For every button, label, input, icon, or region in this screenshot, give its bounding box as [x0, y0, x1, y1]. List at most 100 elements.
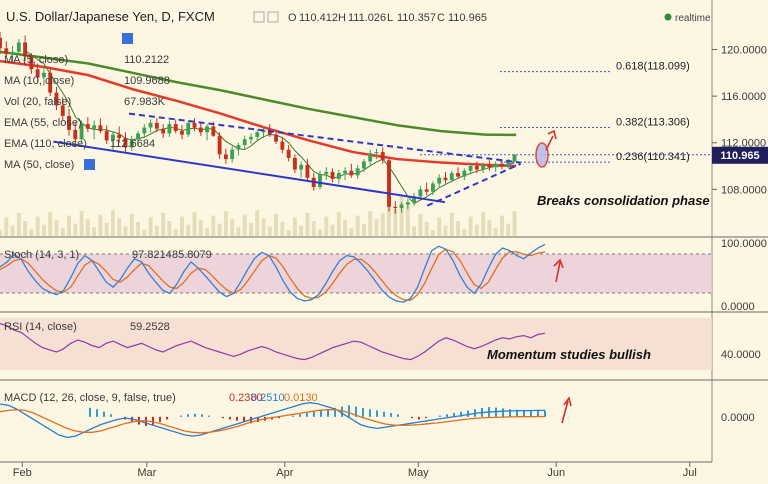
rsi-band — [0, 318, 712, 370]
volume-bar — [29, 229, 34, 236]
volume-bar — [387, 200, 391, 236]
volume-bar — [198, 220, 203, 236]
volume-bar — [274, 213, 279, 236]
candle-body — [387, 160, 391, 207]
candle-body — [35, 69, 40, 78]
candle-body — [474, 166, 479, 170]
volume-bar — [267, 226, 272, 236]
legend-ema110-value: 112.6684 — [110, 138, 155, 150]
volume-bar — [123, 226, 128, 236]
candle-body — [443, 177, 448, 181]
macd-signal-value: 0.0130 — [284, 392, 318, 404]
realtime-status-icon — [664, 13, 672, 21]
volume-bar — [330, 224, 335, 236]
rsi-line-path — [0, 323, 546, 361]
candle-body — [217, 135, 222, 155]
volume-bar — [374, 219, 379, 236]
volume-bar — [506, 223, 511, 236]
candle-body — [110, 134, 115, 141]
stoch-lines: 100.0000 0.0000 — [0, 238, 767, 313]
candle-body — [255, 132, 260, 137]
stoch-tick-label: 0.0000 — [721, 301, 755, 313]
candle-body — [142, 127, 147, 134]
legend-ma5-label: MA (5, close) — [4, 54, 68, 66]
candle-body — [104, 131, 109, 141]
current-price-label: 110.965 — [720, 150, 759, 162]
volume-bar — [117, 218, 122, 236]
macd-line-path — [0, 402, 545, 439]
stoch-legend: Stoch (14, 3, 1) 97.8214 85.8079 — [4, 249, 212, 261]
candle-body — [418, 189, 423, 197]
volume-bar — [468, 216, 473, 236]
candle-body — [361, 161, 366, 169]
breakout-arrow-icon — [545, 129, 557, 151]
macd-line-value: 0.2510 — [251, 392, 285, 404]
volume-bar — [167, 221, 172, 236]
rsi-legend: RSI (14, close) 59.2528 — [4, 321, 170, 333]
candle-body — [393, 206, 398, 209]
volume-bar — [493, 228, 498, 236]
volume-bar — [361, 223, 366, 236]
fib-label-0382: 0.382(113.306) — [616, 117, 690, 129]
candle-body — [10, 51, 15, 55]
stoch-d-line — [0, 248, 546, 301]
settings-toggle-icon[interactable] — [267, 11, 279, 23]
candle-body — [85, 124, 90, 129]
candle-body — [0, 37, 2, 49]
plot-background — [0, 0, 712, 484]
volume-bar — [173, 229, 178, 236]
macd-legend: MACD (12, 26, close, 9, false, true) 0.2… — [4, 392, 318, 404]
volume-bar — [261, 218, 266, 236]
volume-bar — [430, 230, 435, 236]
volume-bar — [399, 196, 404, 236]
candle-body — [92, 125, 97, 129]
time-tick-label: Jul — [683, 467, 697, 479]
volume-bar — [456, 221, 460, 236]
candlesticks — [0, 32, 517, 214]
candle-body — [67, 115, 71, 130]
volume-bar — [418, 213, 423, 236]
candle-body — [512, 154, 517, 162]
volume-bar — [474, 224, 479, 236]
time-tick-label: Mar — [137, 467, 156, 479]
volume-bar — [85, 219, 90, 236]
visibility-toggle-icon[interactable] — [253, 11, 265, 23]
legend-ma10-value: 109.9688 — [124, 75, 170, 87]
current-price-tag: 110.965 — [712, 146, 768, 164]
breakout-highlight — [535, 142, 549, 168]
candle-body — [368, 153, 373, 162]
volume-bar — [242, 214, 247, 236]
candle-body — [223, 154, 228, 160]
candle-body — [230, 149, 235, 160]
candle-body — [192, 122, 197, 128]
header-ohlc: O 110.412 H 111.026 L 110.357 C 110.965 — [288, 12, 487, 24]
volume-bar — [311, 221, 316, 236]
candle-body — [79, 124, 84, 140]
stoch-label: Stoch (14, 3, 1) — [4, 249, 79, 261]
time-tick-label: Jun — [547, 467, 565, 479]
candle-body — [154, 122, 159, 129]
volume-bar — [280, 221, 285, 236]
candle-body — [249, 136, 253, 140]
candle-body — [487, 164, 492, 168]
volume-bar — [512, 211, 517, 236]
candle-body — [349, 170, 354, 176]
low-label: L — [387, 12, 393, 24]
volume-bar — [380, 213, 385, 236]
volume-bar — [286, 230, 291, 236]
legend-ma5-value: 110.2122 — [124, 54, 169, 66]
candle-body — [267, 129, 272, 135]
candle-body — [123, 138, 128, 148]
candle-body — [481, 164, 486, 170]
candle-body — [236, 145, 241, 150]
legend-ma50-toggle-icon[interactable] — [84, 159, 95, 170]
breakout-annotation: Breaks consolidation phase — [537, 193, 710, 208]
candle-body — [41, 72, 46, 78]
volume-bar — [443, 225, 448, 236]
volume-bar — [23, 221, 28, 236]
candle-body — [430, 183, 435, 192]
stoch-d-value: 85.8079 — [172, 249, 212, 261]
legend-collapse-icon[interactable] — [122, 33, 133, 44]
